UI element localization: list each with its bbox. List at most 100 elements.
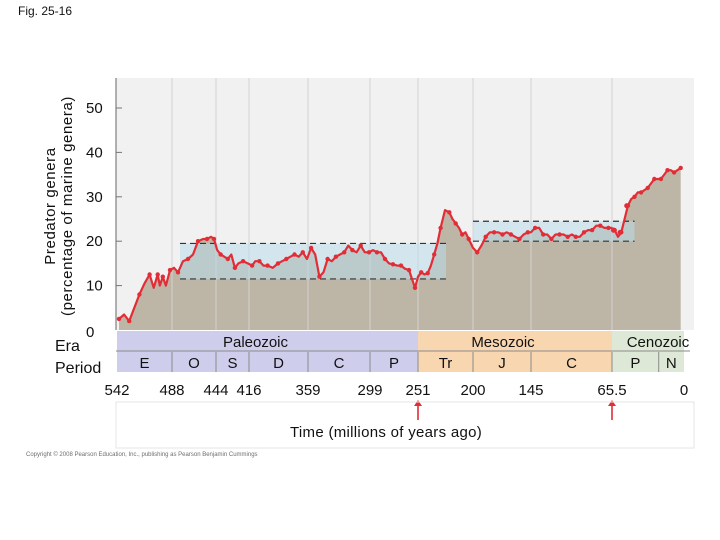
x-tick-label: 65.5	[597, 382, 626, 399]
period-label: J	[498, 355, 506, 372]
data-point	[232, 265, 238, 270]
era-band-paleozoic	[117, 331, 418, 351]
x-tick-label: 145	[518, 382, 543, 399]
data-point	[438, 225, 443, 231]
data-point	[358, 243, 363, 248]
data-point	[565, 234, 570, 239]
era-band: Paleozoic Mesozoic Cenozoic	[117, 331, 690, 351]
data-point	[483, 234, 488, 239]
data-point	[218, 252, 223, 257]
x-tick-label: 488	[159, 382, 184, 399]
period-label: E	[139, 355, 149, 372]
data-points	[116, 165, 683, 324]
data-point	[382, 256, 388, 262]
data-point	[204, 236, 210, 242]
data-point	[419, 270, 424, 275]
period-divider-lines	[171, 78, 613, 330]
data-point	[432, 252, 437, 257]
x-tick-label: 299	[357, 382, 382, 399]
y-tick-label: 10	[86, 278, 103, 295]
era-band-cenozoic	[612, 331, 684, 351]
data-point	[265, 263, 270, 268]
y-tick-label: 40	[86, 144, 103, 161]
data-point	[225, 256, 230, 262]
data-point	[425, 271, 430, 276]
era-row-label: Era	[55, 338, 80, 355]
data-point	[412, 285, 418, 290]
x-axis-frame	[115, 401, 695, 449]
data-point	[606, 225, 611, 231]
data-point	[147, 272, 152, 277]
data-point	[325, 256, 330, 262]
data-point	[460, 232, 465, 237]
data-point	[308, 245, 314, 251]
data-point	[665, 168, 670, 173]
era-label-cenozoic: Cenozoic	[627, 334, 690, 351]
data-point	[175, 270, 181, 275]
y-tick-label: 50	[86, 100, 103, 117]
data-point	[525, 230, 530, 235]
data-point	[292, 252, 297, 257]
period-label: P	[389, 355, 399, 372]
figure-label: Fig. 25-16	[18, 4, 73, 18]
data-point	[155, 272, 160, 277]
data-point	[275, 261, 281, 266]
extinction-markers	[414, 400, 616, 420]
period-label: S	[227, 355, 237, 372]
x-tick-label: 200	[460, 382, 485, 399]
data-point	[160, 274, 165, 279]
data-point	[466, 236, 471, 242]
period-label: P	[630, 355, 640, 372]
data-point	[573, 234, 578, 239]
data-point	[581, 230, 587, 235]
y-tick-label: 20	[86, 233, 103, 250]
area-fill	[119, 167, 681, 330]
data-point-marker	[611, 227, 617, 233]
x-tick-label: 251	[405, 382, 430, 399]
data-point	[240, 259, 246, 264]
data-point	[185, 256, 191, 262]
copyright-notice: Copyright © 2008 Pearson Education, Inc.…	[26, 452, 258, 458]
data-point	[137, 292, 142, 297]
period-label: C	[566, 355, 577, 372]
era-label-mesozoic: Mesozoic	[471, 334, 535, 351]
data-point	[300, 250, 305, 255]
data-point	[333, 254, 339, 259]
data-point	[678, 165, 683, 171]
data-point	[632, 194, 637, 199]
data-point	[557, 232, 562, 237]
arrow-up-icon	[608, 400, 616, 406]
data-point	[658, 176, 664, 182]
data-point	[366, 250, 372, 255]
data-point-marker	[617, 229, 623, 235]
period-row-label: Period	[55, 360, 102, 377]
data-point	[541, 232, 546, 237]
data-point	[249, 263, 255, 268]
arrow-up-icon	[414, 400, 422, 406]
x-tick-label: 444	[203, 382, 228, 399]
y-tick-label: 0	[86, 324, 94, 341]
data-point	[211, 236, 217, 242]
data-point	[257, 259, 262, 264]
x-axis-title: Time (millions of years ago)	[290, 424, 483, 441]
data-point	[453, 221, 458, 226]
data-point	[491, 230, 497, 235]
era-band-mesozoic	[418, 331, 612, 351]
data-point	[508, 232, 514, 237]
data-point	[475, 250, 480, 255]
data-point	[598, 223, 603, 228]
data-point	[645, 185, 650, 191]
data-point	[195, 239, 201, 244]
x-tick-label: 416	[236, 382, 261, 399]
period-label: Tr	[439, 355, 453, 372]
x-tick-label: 359	[295, 382, 320, 399]
data-point	[549, 236, 554, 242]
x-tick-label: 0	[680, 382, 688, 399]
data-point	[342, 250, 347, 255]
period-label: O	[188, 355, 200, 372]
data-point	[350, 247, 355, 253]
data-point	[447, 210, 452, 215]
data-point	[532, 225, 538, 231]
y-axis-ticks: 0 10 20 30 40 50	[86, 100, 122, 341]
